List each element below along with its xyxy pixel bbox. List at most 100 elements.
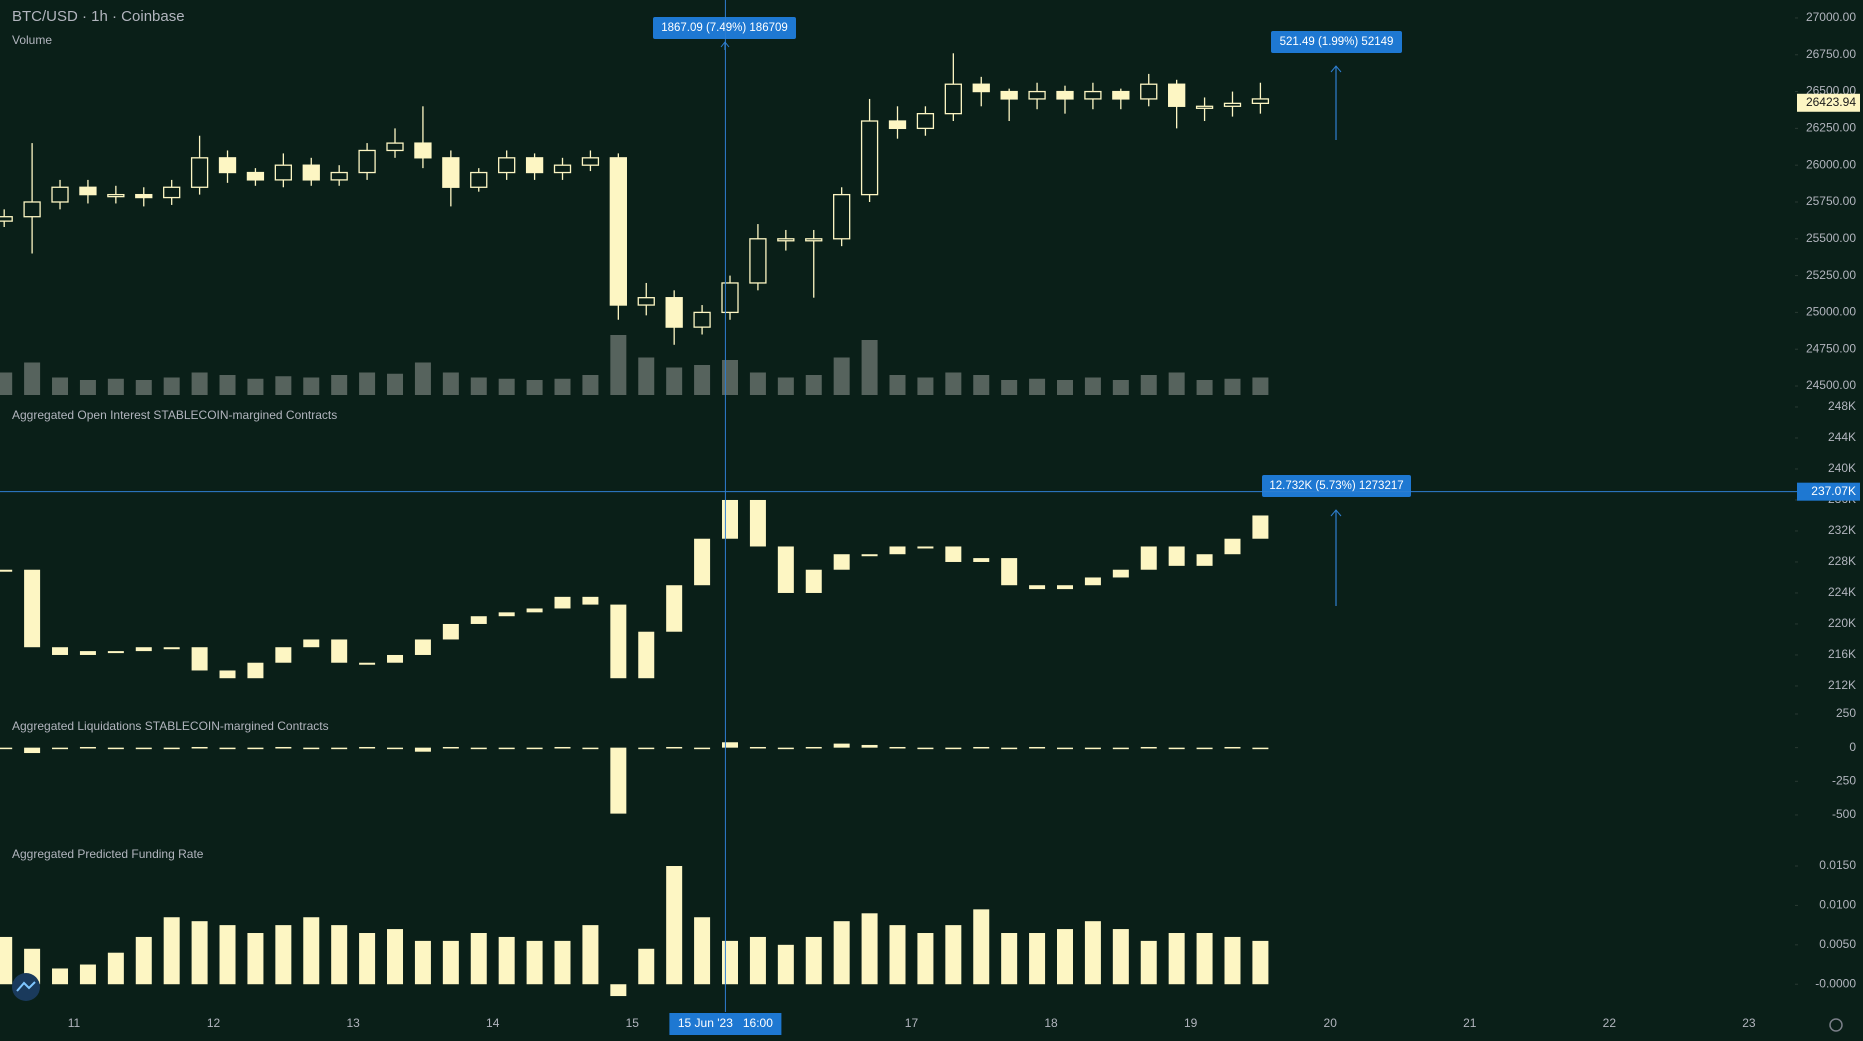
volume-bar xyxy=(582,375,599,395)
candle-body xyxy=(1028,90,1046,100)
y-tick-label: 212K xyxy=(1828,678,1856,692)
bar xyxy=(1196,747,1213,750)
x-tick-label: 23 xyxy=(1742,1016,1756,1030)
oi-bar xyxy=(973,558,990,562)
candle-body xyxy=(470,171,488,188)
y-tick-label: 26250.00 xyxy=(1806,121,1856,135)
bar xyxy=(470,747,487,750)
bar xyxy=(79,746,96,749)
y-tick-label: 26750.00 xyxy=(1806,47,1856,61)
x-tick-label: 17 xyxy=(905,1016,919,1030)
oi-bar xyxy=(331,639,348,663)
volume-bar xyxy=(917,377,934,395)
volume-bar xyxy=(275,376,292,395)
y-tick-label: 240K xyxy=(1828,461,1856,475)
bar xyxy=(1056,747,1073,750)
measure-box xyxy=(653,17,796,39)
oi-bar xyxy=(442,623,459,640)
measure-label: 12.732K (5.73%) 1273217 xyxy=(1269,480,1403,492)
y-tick-label: 26000.00 xyxy=(1806,157,1856,171)
bar xyxy=(973,909,990,985)
panes: 24500.00 24750.00 25000.00 25250.00 25500.00… xyxy=(0,8,1860,1030)
y-tick-label: 0.0050 xyxy=(1819,937,1856,951)
bar xyxy=(861,744,878,748)
candle-body xyxy=(1195,105,1214,109)
volume-bar xyxy=(1252,377,1269,395)
oi-bar xyxy=(52,647,69,655)
candle-body xyxy=(498,157,516,174)
x-tick-label: 14 xyxy=(486,1016,500,1030)
y-tick-label: 27000.00 xyxy=(1806,10,1856,24)
bar xyxy=(638,747,655,750)
volume-bar xyxy=(1084,377,1101,395)
pane-title: Aggregated Liquidations STABLECOIN-margi… xyxy=(12,719,329,733)
logo[interactable] xyxy=(12,973,40,1001)
last-price-box xyxy=(1797,93,1860,112)
volume-bar xyxy=(470,377,487,395)
bar xyxy=(247,747,264,750)
x-tick-label: 22 xyxy=(1603,1016,1617,1030)
bar xyxy=(666,866,683,985)
candle-body xyxy=(916,113,935,130)
y-tick-label: 244K xyxy=(1828,430,1856,444)
bar xyxy=(861,913,878,985)
volume-bar xyxy=(24,362,41,395)
bar xyxy=(331,925,348,985)
bar xyxy=(303,747,320,750)
bar xyxy=(1196,933,1213,985)
candle-body xyxy=(190,157,209,188)
y-tick-label: 25250.00 xyxy=(1806,268,1856,282)
volume-bar xyxy=(387,373,404,395)
oi-bar xyxy=(275,647,292,663)
candle-body xyxy=(944,83,962,115)
x-tick-label: 21 xyxy=(1463,1016,1477,1030)
candle-body xyxy=(972,83,990,93)
y-tick-label: -0.0000 xyxy=(1815,976,1856,990)
bar xyxy=(219,747,236,750)
volume-bar xyxy=(1168,372,1185,395)
oi-bar xyxy=(247,662,264,679)
volume-bar xyxy=(638,357,655,395)
volume-bar xyxy=(694,365,711,395)
bar xyxy=(749,936,766,985)
candle-body xyxy=(358,149,376,174)
bar xyxy=(1084,747,1101,750)
volume-bar xyxy=(0,372,13,395)
candle-body xyxy=(107,193,125,198)
y-tick-label: 0.0150 xyxy=(1819,858,1856,872)
bar xyxy=(1112,929,1129,985)
measure-arrowhead xyxy=(1330,509,1342,517)
bar xyxy=(526,747,543,750)
oi-bar xyxy=(526,608,543,613)
bar xyxy=(1224,746,1241,749)
oi-bar xyxy=(1112,569,1129,578)
candle-body xyxy=(749,238,767,284)
oi-bar xyxy=(135,647,152,652)
y-tick-label: 250 xyxy=(1836,706,1856,720)
volume-bar xyxy=(331,375,348,395)
bar xyxy=(582,747,599,750)
bar xyxy=(749,746,766,749)
candle-body xyxy=(581,157,600,166)
crosshair-y-label: 237.07K xyxy=(1811,484,1856,498)
oi-bar xyxy=(694,538,711,586)
oi-bar xyxy=(1001,558,1018,586)
x-tick-label: 18 xyxy=(1044,1016,1058,1030)
bar xyxy=(442,746,459,749)
volume-bar xyxy=(610,335,627,395)
bar xyxy=(79,964,96,985)
y-tick-label: 224K xyxy=(1828,585,1856,599)
oi-bar xyxy=(1196,554,1213,566)
candle-body xyxy=(721,282,739,314)
volume-bar xyxy=(833,357,850,395)
x-tick-label: 15 xyxy=(626,1016,640,1030)
oi-bar xyxy=(359,662,376,665)
bar xyxy=(694,747,711,750)
settings-button[interactable] xyxy=(1829,1018,1843,1032)
y-tick-label: 216K xyxy=(1828,647,1856,661)
bar xyxy=(1029,746,1046,749)
volume-bar xyxy=(1140,375,1157,395)
bar xyxy=(1224,936,1241,985)
oi-bar xyxy=(1029,585,1046,590)
